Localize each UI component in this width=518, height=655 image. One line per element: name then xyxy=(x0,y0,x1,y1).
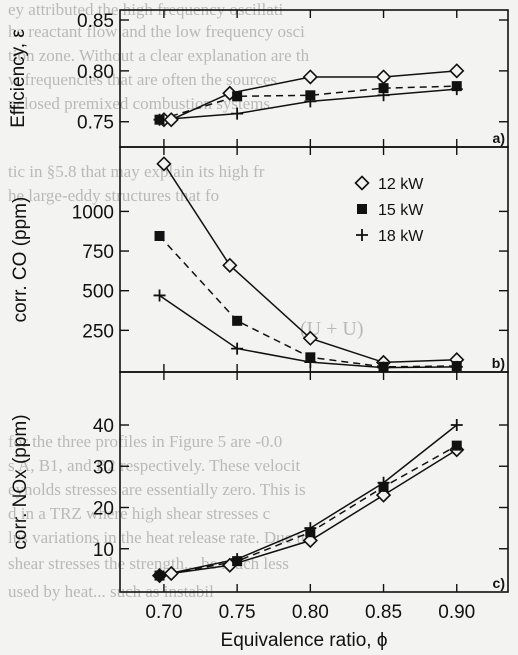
legend-label: 12 kW xyxy=(378,176,424,193)
y-tick-label: 0.75 xyxy=(77,113,114,134)
y-tick-label: 500 xyxy=(82,282,114,303)
data-point xyxy=(163,112,179,128)
panel-label: b) xyxy=(492,355,505,371)
legend-label: 18 kW xyxy=(378,228,424,245)
background-text-line: he large-eddy structures that fo xyxy=(8,186,220,205)
y-axis-title: corr. NOx (ppm) xyxy=(10,414,31,549)
series-line-15-kw xyxy=(158,235,457,368)
y-tick-label: 40 xyxy=(93,416,114,437)
y-tick-label: 750 xyxy=(82,242,114,263)
series-line-12-kw xyxy=(159,449,458,577)
y-tick-label: 30 xyxy=(93,457,114,478)
series-line-15-kw xyxy=(159,85,457,121)
x-tick-label: 0.80 xyxy=(292,602,329,623)
data-point xyxy=(304,356,317,369)
background-text-line: used by heat... such as instabil xyxy=(8,582,214,601)
x-axis-title: Equivalence ratio, ϕ xyxy=(221,630,388,651)
data-point xyxy=(163,565,179,582)
data-point xyxy=(231,553,244,566)
data-point xyxy=(153,289,166,302)
panel-label: c) xyxy=(493,575,505,591)
panel-frame xyxy=(119,371,509,593)
series-group xyxy=(153,63,465,128)
data-point xyxy=(302,330,318,346)
series-group xyxy=(153,156,465,372)
y-axis-title: Efficiency, ε xyxy=(8,29,29,128)
data-point xyxy=(451,440,462,451)
data-point xyxy=(222,257,238,273)
background-text-line: eynolds stresses are essentially zero. T… xyxy=(8,480,306,499)
panel-c: 10 20 30 40 corr. NOx (ppm) c) 0.70 0.75 0.80 0.8… xyxy=(10,371,509,651)
series-line-15-kw xyxy=(159,444,458,577)
series-line-18-kw xyxy=(159,424,458,577)
data-point xyxy=(232,315,243,326)
y-tick-label: 0.85 xyxy=(77,11,114,32)
data-point xyxy=(231,107,244,120)
y-tick-label: 20 xyxy=(93,499,114,520)
background-text-line: (U + U) xyxy=(300,318,364,340)
data-point xyxy=(232,91,243,102)
legend-marker xyxy=(354,175,370,191)
y-axis-title: corr. CO (ppm) xyxy=(10,197,31,323)
data-point xyxy=(450,360,463,372)
x-tick-label: 0.90 xyxy=(438,602,475,623)
background-text-line: tion zone. Without a clear explanation a… xyxy=(8,46,310,65)
panel-label: a) xyxy=(493,130,505,146)
background-text-line: d in a TRZ where high shear stresses c xyxy=(8,504,271,523)
data-point xyxy=(377,89,390,102)
data-point xyxy=(304,522,317,535)
background-text-line: nclosed premixed combustion systems. xyxy=(8,94,275,113)
background-text-line: shear stresses the strength... be much l… xyxy=(8,554,289,573)
x-tick-label: 0.75 xyxy=(219,602,256,623)
legend-marker xyxy=(357,204,367,214)
data-point xyxy=(153,569,166,582)
legend-marker xyxy=(356,229,368,241)
data-point xyxy=(305,90,316,101)
data-point xyxy=(378,83,389,94)
panel-a: 0.75 0.80 0.85 Efficiency, ε a) xyxy=(8,9,509,148)
series-group xyxy=(151,419,465,584)
background-text-line: w frequencies that are often the sources xyxy=(8,70,278,89)
data-point xyxy=(154,230,165,241)
background-text-line: he reactant flow and the low frequency o… xyxy=(8,22,305,41)
data-point xyxy=(302,69,318,85)
data-point xyxy=(377,476,390,489)
data-point xyxy=(304,95,317,108)
y-tick-label: 10 xyxy=(93,540,114,561)
background-text-line: tic in §5.8 that may explain its high fr xyxy=(8,162,265,181)
legend-label: 15 kW xyxy=(378,202,424,219)
data-point xyxy=(450,83,463,96)
y-tick-label: 0.80 xyxy=(77,62,114,83)
background-text-line: lus variations in the heat release rate.… xyxy=(8,528,310,547)
background-text-line: for the three profiles in Figure 5 are -… xyxy=(8,432,283,451)
y-tick-label: 250 xyxy=(82,321,114,342)
background-text-line: s A, B1, and B2 respectively. These velo… xyxy=(8,456,301,475)
data-point xyxy=(153,113,166,126)
data-point xyxy=(156,156,172,172)
y-tick-label: 1000 xyxy=(72,202,114,223)
x-tick-label: 0.85 xyxy=(365,602,402,623)
x-tick-label: 0.70 xyxy=(145,602,182,623)
data-point xyxy=(450,419,463,431)
data-point xyxy=(375,69,392,85)
data-point xyxy=(231,342,244,355)
legend: 12 kW 15 kW 18 kW xyxy=(354,175,424,245)
data-point xyxy=(449,63,465,79)
